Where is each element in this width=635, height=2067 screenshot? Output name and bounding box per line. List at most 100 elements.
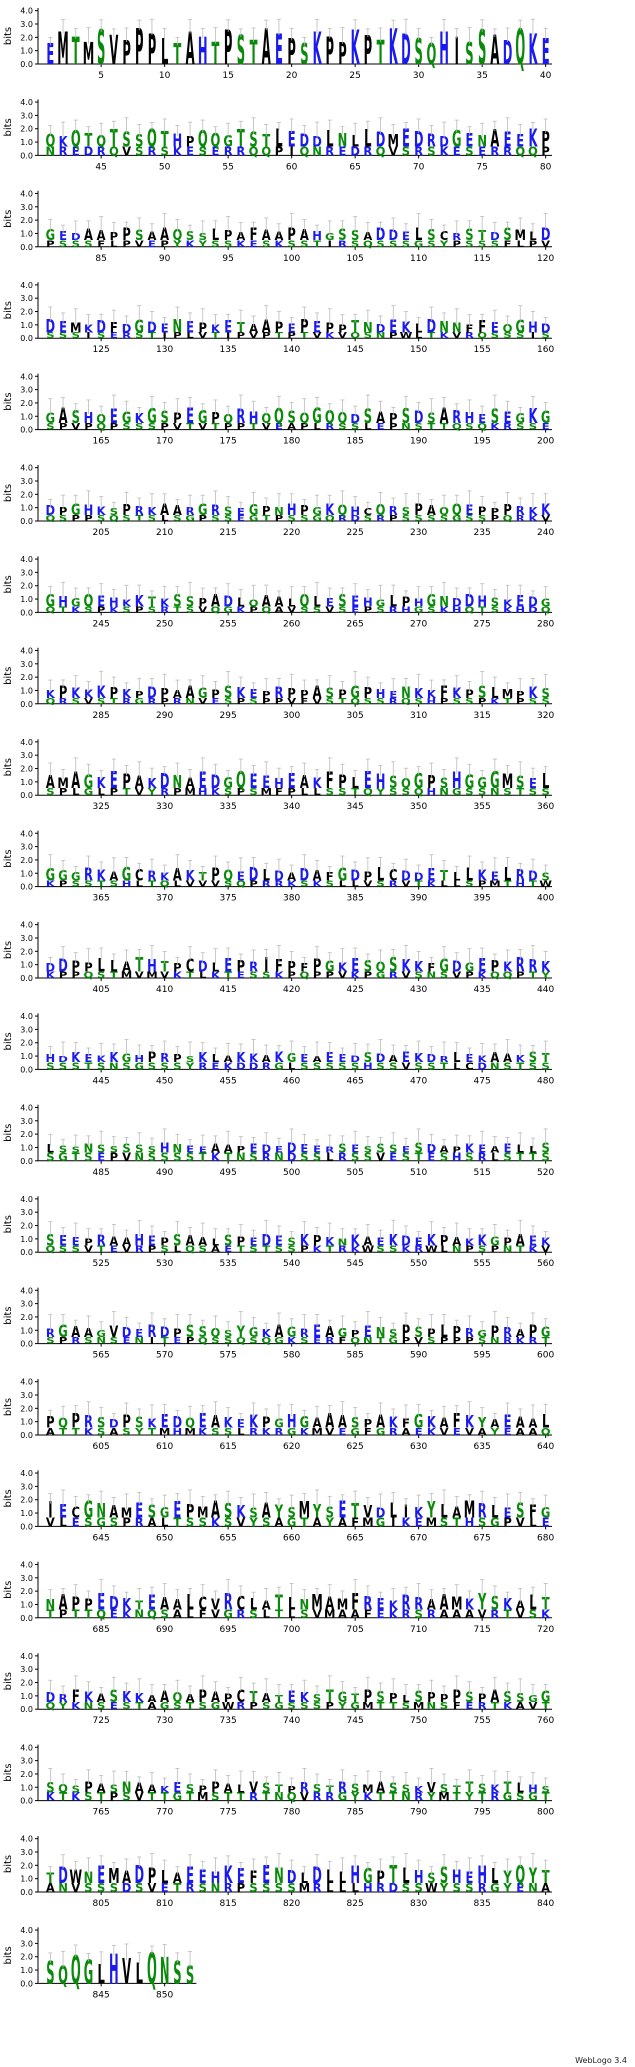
residue-letter: S (376, 239, 384, 249)
x-tick-label: 240 (537, 528, 554, 538)
residue-letter: S (465, 38, 473, 72)
residue-letter: K (427, 1414, 437, 1432)
residue-letter: R (452, 231, 462, 243)
residue-letter: L (517, 1143, 524, 1156)
residue-letter: H (198, 29, 208, 74)
residue-letter: K (414, 958, 424, 974)
residue-letter: G (325, 959, 334, 976)
residue-letter: S (503, 1060, 511, 1072)
residue-letter: N (452, 1244, 462, 1254)
residue-letter: Y (375, 786, 385, 798)
residue-letter: Q (211, 1326, 221, 1340)
x-tick-label: 700 (283, 1625, 300, 1635)
residue-letter: S (72, 406, 80, 427)
residue-letter: L (339, 1881, 347, 1895)
residue-letter: P (529, 239, 538, 249)
residue-letter: T (389, 1700, 398, 1712)
residue-letter: S (224, 1426, 232, 1438)
residue-letter: A (186, 684, 195, 703)
residue-letter: A (541, 1881, 551, 1895)
residue-letter: S (453, 1881, 461, 1895)
residue-letter: N (274, 1865, 284, 1890)
residue-letter: P (478, 1691, 486, 1705)
residue-letter: H (401, 606, 411, 615)
y-tick-label: 3.0 (20, 568, 33, 577)
y-tick-label: 0.0 (20, 426, 33, 435)
residue-letter: L (237, 595, 245, 609)
residue-letter: Q (363, 239, 373, 249)
residue-letter: V (516, 1515, 526, 1529)
residue-letter: E (288, 321, 296, 335)
residue-letter: L (110, 239, 118, 249)
residue-letter: L (288, 1608, 295, 1621)
residue-letter: Q (109, 144, 119, 158)
residue-letter: T (59, 606, 67, 615)
x-tick-label: 370 (156, 894, 173, 904)
residue-letter: K (211, 786, 221, 798)
x-tick-label: 740 (283, 1716, 300, 1726)
residue-letter: S (135, 228, 143, 244)
residue-letter: P (541, 144, 550, 158)
residue-letter: P (364, 1418, 372, 1431)
residue-letter: G (46, 228, 55, 245)
residue-letter: D (109, 1418, 119, 1431)
residue-letter: S (402, 144, 410, 158)
residue-letter: A (401, 1426, 411, 1438)
residue-letter: T (440, 869, 448, 885)
x-tick-label: 50 (159, 162, 171, 172)
residue-letter: P (186, 134, 194, 151)
residue-letter: S (402, 1700, 410, 1712)
x-tick-label: 800 (537, 1808, 554, 1818)
residue-letter: T (237, 126, 245, 153)
x-tick-label: 60 (286, 162, 298, 172)
residue-letter: G (122, 864, 131, 886)
y-tick-label: 2.0 (20, 490, 33, 499)
residue-letter: I (455, 29, 459, 74)
residue-letter: A (109, 1504, 118, 1523)
residue-letter: E (339, 1426, 347, 1438)
residue-letter: A (313, 1515, 323, 1529)
residue-letter: D (58, 956, 68, 976)
x-tick-label: 335 (220, 802, 237, 812)
residue-letter: M (184, 786, 195, 798)
residue-letter: G (452, 786, 462, 798)
residue-letter: S (300, 515, 308, 524)
y-tick-label: 4.0 (20, 646, 33, 655)
residue-letter: P (389, 332, 397, 341)
residue-letter: K (528, 405, 538, 428)
residue-letter: A (490, 1418, 499, 1431)
residue-letter: E (275, 26, 283, 75)
residue-letter: P (326, 29, 334, 74)
residue-letter: E (135, 1327, 143, 1340)
residue-letter: P (440, 1234, 448, 1250)
residue-letter: A (440, 404, 450, 429)
y-axis-label: bits (3, 392, 14, 410)
residue-letter: A (528, 1426, 538, 1438)
residue-letter: T (491, 1700, 500, 1712)
residue-letter: T (110, 697, 118, 706)
residue-letter: S (84, 1151, 92, 1164)
residue-letter: G (439, 956, 448, 976)
residue-letter: P (275, 697, 283, 706)
y-axis-label: bits (3, 1855, 14, 1873)
y-axis-label: bits (3, 758, 14, 776)
residue-letter: S (224, 504, 232, 518)
residue-letter: E (148, 1233, 156, 1249)
x-tick-label: 840 (537, 1899, 554, 1909)
residue-letter: Q (515, 1860, 525, 1890)
residue-letter: T (224, 970, 233, 980)
residue-letter: F (110, 320, 118, 336)
residue-letter: S (465, 239, 473, 249)
residue-letter: S (440, 1515, 448, 1529)
residue-letter: Y (312, 1501, 322, 1523)
x-tick-label: 365 (93, 894, 110, 904)
x-tick-label: 455 (220, 1076, 237, 1086)
y-axis-label: bits (3, 1215, 14, 1233)
residue-letter: K (262, 1327, 271, 1340)
residue-letter: P (186, 1336, 195, 1346)
residue-letter: P (313, 956, 322, 976)
residue-letter: P (160, 239, 169, 249)
residue-letter: P (287, 225, 296, 245)
residue-letter: K (186, 869, 196, 885)
residue-letter: S (249, 1608, 257, 1621)
